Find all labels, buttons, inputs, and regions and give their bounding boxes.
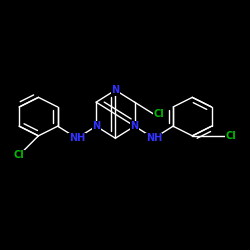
Text: N: N bbox=[130, 121, 139, 131]
Text: NH: NH bbox=[69, 133, 85, 143]
Text: N: N bbox=[92, 121, 100, 131]
Text: NH: NH bbox=[146, 133, 162, 143]
Text: Cl: Cl bbox=[226, 131, 236, 141]
Text: Cl: Cl bbox=[14, 150, 24, 160]
Text: Cl: Cl bbox=[154, 109, 164, 119]
Text: N: N bbox=[111, 85, 120, 95]
